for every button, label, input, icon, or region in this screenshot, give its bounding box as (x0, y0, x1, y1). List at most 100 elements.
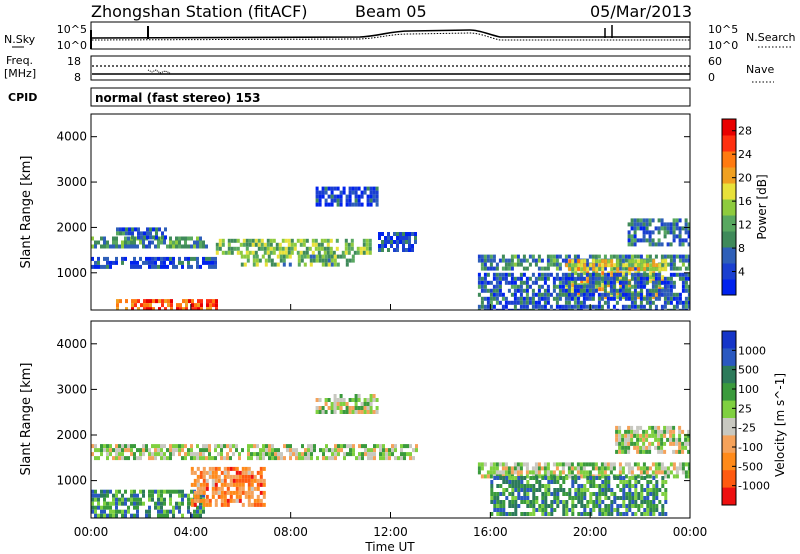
echo-cell-11 (687, 292, 690, 297)
echo-cell-8 (564, 258, 568, 263)
echo-cell-11 (504, 300, 508, 305)
echo-cell-11 (525, 288, 529, 293)
echo-cell-0 (172, 244, 175, 249)
echo-cell-11 (576, 284, 580, 289)
echo-cell-5 (664, 512, 668, 516)
echo-cell-11 (522, 296, 526, 301)
echo-cell-5 (496, 476, 500, 480)
echo-cell-6 (354, 190, 358, 195)
echo-cell-0 (307, 448, 310, 453)
echo-cell-5 (309, 258, 313, 263)
echo-cell-1 (130, 493, 133, 498)
echo-cell-9 (592, 259, 596, 264)
echo-cell-11 (639, 272, 643, 277)
echo-cell-8 (501, 254, 505, 259)
echo-cell-11 (552, 284, 556, 289)
echo-cell-5 (315, 254, 319, 259)
echo-cell-11 (627, 288, 631, 293)
echo-cell-11 (531, 272, 535, 277)
echo-cell-11 (516, 276, 520, 281)
echo-cell-11 (624, 308, 628, 310)
echo-cell-2 (244, 474, 248, 479)
echo-cell-4 (579, 462, 583, 467)
echo-cell-0 (208, 456, 211, 461)
echo-cell-0 (136, 448, 139, 453)
echo-cell-6 (345, 198, 349, 203)
echo-cell-6 (639, 445, 643, 450)
echo-cell-5 (658, 500, 662, 504)
echo-cell-3 (354, 394, 358, 398)
echo-cell-9 (616, 295, 620, 300)
echo-cell-1 (148, 489, 151, 494)
echo-cell-5 (550, 492, 554, 496)
echo-cell-5 (511, 496, 515, 500)
echo-cell-5 (523, 484, 527, 488)
echo-cell-5 (631, 512, 635, 516)
echo-cell-5 (553, 492, 557, 496)
echo-cell-0 (400, 452, 403, 457)
echo-cell-11 (609, 280, 613, 285)
echo-cell-9 (637, 263, 641, 268)
echo-cell-8 (507, 262, 511, 267)
echo-cell-11 (546, 292, 550, 297)
echo-cell-5 (493, 504, 497, 508)
echo-cell-11 (606, 272, 610, 277)
echo-cell-11 (549, 272, 553, 277)
echo-cell-4 (308, 246, 312, 251)
echo-cell-10 (642, 230, 646, 235)
echo-cell-0 (145, 448, 148, 453)
echo-cell-11 (537, 300, 541, 305)
echo-cell-9 (574, 267, 578, 272)
echo-cell-11 (531, 300, 535, 305)
echo-cell-3 (333, 402, 337, 406)
echo-cell-8 (648, 258, 652, 263)
echo-cell-11 (633, 304, 637, 309)
echo-cell-4 (636, 466, 640, 471)
echo-cell-1 (136, 493, 139, 498)
echo-cell-0 (160, 452, 163, 457)
echo-cell-9 (598, 259, 602, 264)
echo-cell-6 (639, 437, 643, 442)
echo-cell-2 (241, 478, 245, 483)
echo-cell-5 (496, 512, 500, 516)
echo-cell-11 (633, 292, 637, 297)
echo-cell-1 (116, 227, 119, 232)
echo-cell-5 (664, 496, 668, 500)
echo-cell-11 (648, 300, 652, 305)
echo-cell-8 (519, 258, 523, 263)
echo-cell-1 (136, 501, 139, 506)
echo-cell-8 (666, 262, 670, 267)
echo-cell-8 (522, 258, 526, 263)
echo-cell-0 (106, 452, 109, 457)
echo-cell-5 (595, 492, 599, 496)
echo-cell-5 (625, 484, 629, 488)
date-title: 05/Mar/2013 (590, 2, 692, 21)
velocity-colorbar-swatch (722, 365, 736, 384)
echo-cell-0 (367, 448, 370, 453)
echo-cell-8 (672, 258, 676, 263)
echo-cell-11 (537, 284, 541, 289)
echo-cell-5 (517, 504, 521, 508)
echo-cell-0 (148, 456, 151, 461)
echo-cell-5 (649, 488, 653, 492)
echo-cell-6 (348, 190, 352, 195)
echo-cell-0 (289, 452, 292, 457)
echo-cell-6 (366, 198, 370, 203)
echo-cell-6 (333, 194, 337, 199)
echo-cell-6 (330, 202, 334, 207)
echo-cell-4 (344, 250, 348, 255)
echo-cell-9 (628, 267, 632, 272)
echo-cell-6 (675, 449, 679, 454)
echo-cell-0 (124, 244, 127, 249)
echo-cell-6 (636, 437, 640, 442)
echo-cell-0 (115, 448, 118, 453)
echo-cell-10 (627, 230, 631, 235)
echo-cell-0 (100, 452, 103, 457)
echo-cell-4 (576, 466, 580, 471)
echo-cell-7 (381, 248, 384, 252)
echo-cell-5 (607, 476, 611, 480)
echo-cell-5 (535, 480, 539, 484)
echo-cell-6 (666, 429, 670, 434)
echo-cell-4 (504, 470, 508, 475)
echo-cell-0 (412, 456, 415, 461)
